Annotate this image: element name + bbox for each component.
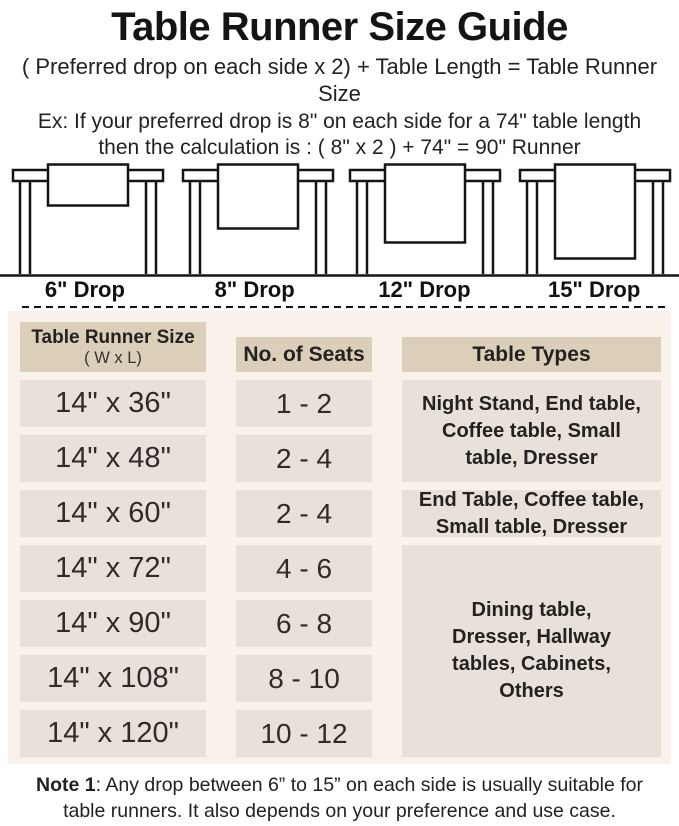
- seats-cell-14x60: 2 - 4: [236, 490, 372, 537]
- runner-8-drop: [216, 163, 300, 230]
- runner-6-drop: [46, 163, 130, 207]
- seats-cell-14x48: 2 - 4: [236, 435, 372, 482]
- size-cell-14x36: 14" x 36": [20, 380, 206, 427]
- seats-cell-14x108: 8 - 10: [236, 655, 372, 702]
- size-cell-14x72: 14" x 72": [20, 545, 206, 592]
- table-illustration-15-drop: [518, 163, 672, 276]
- table-types-cell-small: Night Stand, End table, Coffee table, Sm…: [402, 380, 661, 482]
- size-cell-14x120: 14" x 120": [20, 710, 206, 757]
- drop-label-12: 12" Drop: [378, 277, 471, 302]
- example-line-2: then the calculation is : ( 8" x 2 ) + 7…: [98, 136, 581, 159]
- note-1-text: : Any drop between 6” to 15” on each sid…: [63, 774, 644, 822]
- size-cell-14x108: 14" x 108": [20, 655, 206, 702]
- table-illustration-12-drop: [348, 163, 502, 276]
- header: Table Runner Size Guide ( Preferred drop…: [0, 4, 679, 161]
- notes-section: Note 1: Any drop between 6” to 15” on ea…: [0, 772, 679, 826]
- size-cell-14x90: 14" x 90": [20, 600, 206, 647]
- size-guide-table: Table Runner Size ( W x L) No. of Seats …: [20, 322, 671, 757]
- seats-cell-14x72: 4 - 6: [236, 545, 372, 592]
- formula-text: ( Preferred drop on each side x 2) + Tab…: [21, 54, 658, 106]
- column-header-seats: No. of Seats: [236, 337, 372, 372]
- table-types-cell-large: Dining table, Dresser, Hallway tables, C…: [402, 545, 661, 757]
- runner-12-drop: [383, 163, 467, 244]
- seats-cell-14x90: 6 - 8: [236, 600, 372, 647]
- table-illustration-8-drop: [181, 163, 335, 276]
- size-guide-panel: Table Runner Size ( W x L) No. of Seats …: [8, 311, 671, 764]
- column-header-runner-size: Table Runner Size ( W x L): [20, 322, 206, 372]
- table-types-cell-medium: End Table, Coffee table, Small table, Dr…: [402, 489, 661, 538]
- note-1-label: Note 1: [35, 774, 96, 796]
- drop-label-8: 8" Drop: [214, 277, 295, 302]
- drop-illustrations: [0, 163, 679, 277]
- size-cell-14x60: 14" x 60": [20, 490, 206, 537]
- page-title: Table Runner Size Guide: [111, 5, 568, 49]
- dashed-divider: [22, 306, 669, 308]
- column-header-table-types: Table Types: [402, 337, 661, 372]
- drop-labels-row: 6" Drop 8" Drop 12" Drop 15" Drop: [0, 277, 679, 303]
- table-illustration-6-drop: [11, 163, 165, 276]
- seats-cell-14x120: 10 - 12: [236, 710, 372, 757]
- size-cell-14x48: 14" x 48": [20, 435, 206, 482]
- runner-15-drop: [553, 163, 637, 260]
- seats-cell-14x36: 1 - 2: [236, 380, 372, 427]
- example-line-1: Ex: If your preferred drop is 8" on each…: [37, 110, 642, 133]
- column-header-runner-size-sub: ( W x L): [84, 348, 142, 367]
- drop-label-6: 6" Drop: [44, 277, 125, 302]
- note-1: Note 1: Any drop between 6” to 15” on ea…: [0, 772, 679, 824]
- drop-label-15: 15" Drop: [547, 277, 641, 302]
- column-header-runner-size-title: Table Runner Size: [31, 326, 195, 348]
